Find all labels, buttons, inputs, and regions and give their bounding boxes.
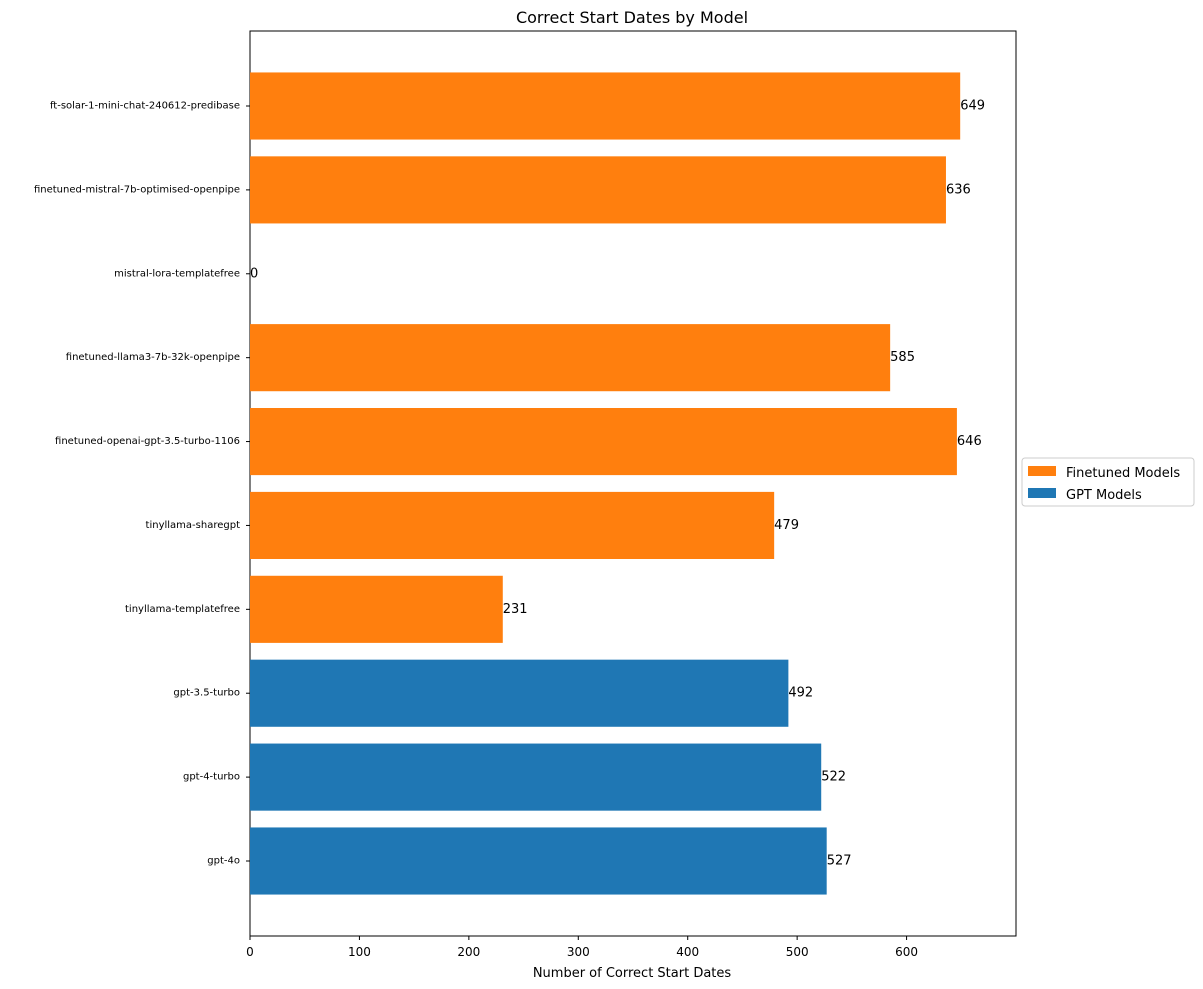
y-axis: ft-solar-1-mini-chat-240612-predibase fin… — [34, 101, 250, 867]
bar-gpt-4-turbo — [250, 743, 822, 811]
bar-tinyllama-sharegpt — [250, 491, 775, 559]
bar-finetuned-mistral-7b-optimised-openpipe — [250, 156, 946, 224]
bar-finetuned-openai-gpt-3.5-turbo-1106 — [250, 408, 957, 476]
x-axis-label: Number of Correct Start Dates — [533, 966, 732, 981]
legend: Finetuned Models GPT Models — [1021, 457, 1195, 507]
data-label-ft-solar-1-mini-chat-240612-predibase: 649 — [960, 99, 985, 114]
x-tick-label: 600 — [895, 945, 918, 959]
chart-title: Correct Start Dates by Model — [516, 8, 748, 27]
y-tick-label: gpt-4o — [207, 856, 240, 867]
x-tick-label: 100 — [348, 945, 371, 959]
legend-swatch-finetuned — [1028, 466, 1056, 476]
y-tick-label: mistral-lora-templatefree — [114, 268, 240, 279]
y-tick-label: finetuned-openai-gpt-3.5-turbo-1106 — [55, 436, 240, 447]
data-label-gpt-4o: 527 — [827, 854, 852, 869]
y-tick-label: finetuned-mistral-7b-optimised-openpipe — [34, 184, 240, 195]
legend-label-finetuned: Finetuned Models — [1066, 466, 1180, 481]
x-tick-label: 300 — [567, 945, 590, 959]
bar-gpt-3.5-turbo — [250, 659, 789, 727]
bar-tinyllama-templatefree — [250, 575, 503, 643]
y-tick-label: tinyllama-sharegpt — [146, 520, 241, 531]
x-axis: 0 100 200 300 400 500 600 — [246, 936, 918, 959]
bars-layer — [250, 72, 961, 895]
x-tick-label: 0 — [246, 945, 254, 959]
data-label-finetuned-llama3-7b-32k-openpipe: 585 — [890, 350, 915, 365]
data-label-tinyllama-sharegpt: 479 — [774, 518, 799, 533]
y-tick-label: finetuned-llama3-7b-32k-openpipe — [66, 352, 240, 363]
data-label-finetuned-openai-gpt-3.5-turbo-1106: 646 — [957, 434, 982, 449]
data-label-mistral-lora-templatefree: 0 — [250, 266, 258, 281]
y-tick-label: gpt-3.5-turbo — [173, 688, 240, 699]
x-tick-label: 500 — [786, 945, 809, 959]
legend-label-gpt: GPT Models — [1066, 488, 1142, 503]
data-label-gpt-4-turbo: 522 — [821, 770, 846, 785]
y-tick-label: ft-solar-1-mini-chat-240612-predibase — [50, 101, 240, 112]
bar-ft-solar-1-mini-chat-240612-predibase — [250, 72, 961, 140]
x-tick-label: 200 — [457, 945, 480, 959]
data-label-finetuned-mistral-7b-optimised-openpipe: 636 — [946, 182, 971, 197]
data-label-gpt-3.5-turbo: 492 — [788, 686, 813, 701]
y-tick-label: tinyllama-templatefree — [125, 604, 240, 615]
bar-gpt-4o — [250, 827, 827, 895]
data-labels-layer: 649 636 0 585 646 479 231 492 522 527 — [250, 99, 985, 869]
legend-frame — [1021, 457, 1195, 507]
y-tick-label: gpt-4-turbo — [183, 772, 240, 783]
x-tick-label: 400 — [676, 945, 699, 959]
legend-swatch-gpt — [1028, 488, 1056, 498]
data-label-tinyllama-templatefree: 231 — [503, 602, 528, 617]
bar-finetuned-llama3-7b-32k-openpipe — [250, 324, 891, 392]
